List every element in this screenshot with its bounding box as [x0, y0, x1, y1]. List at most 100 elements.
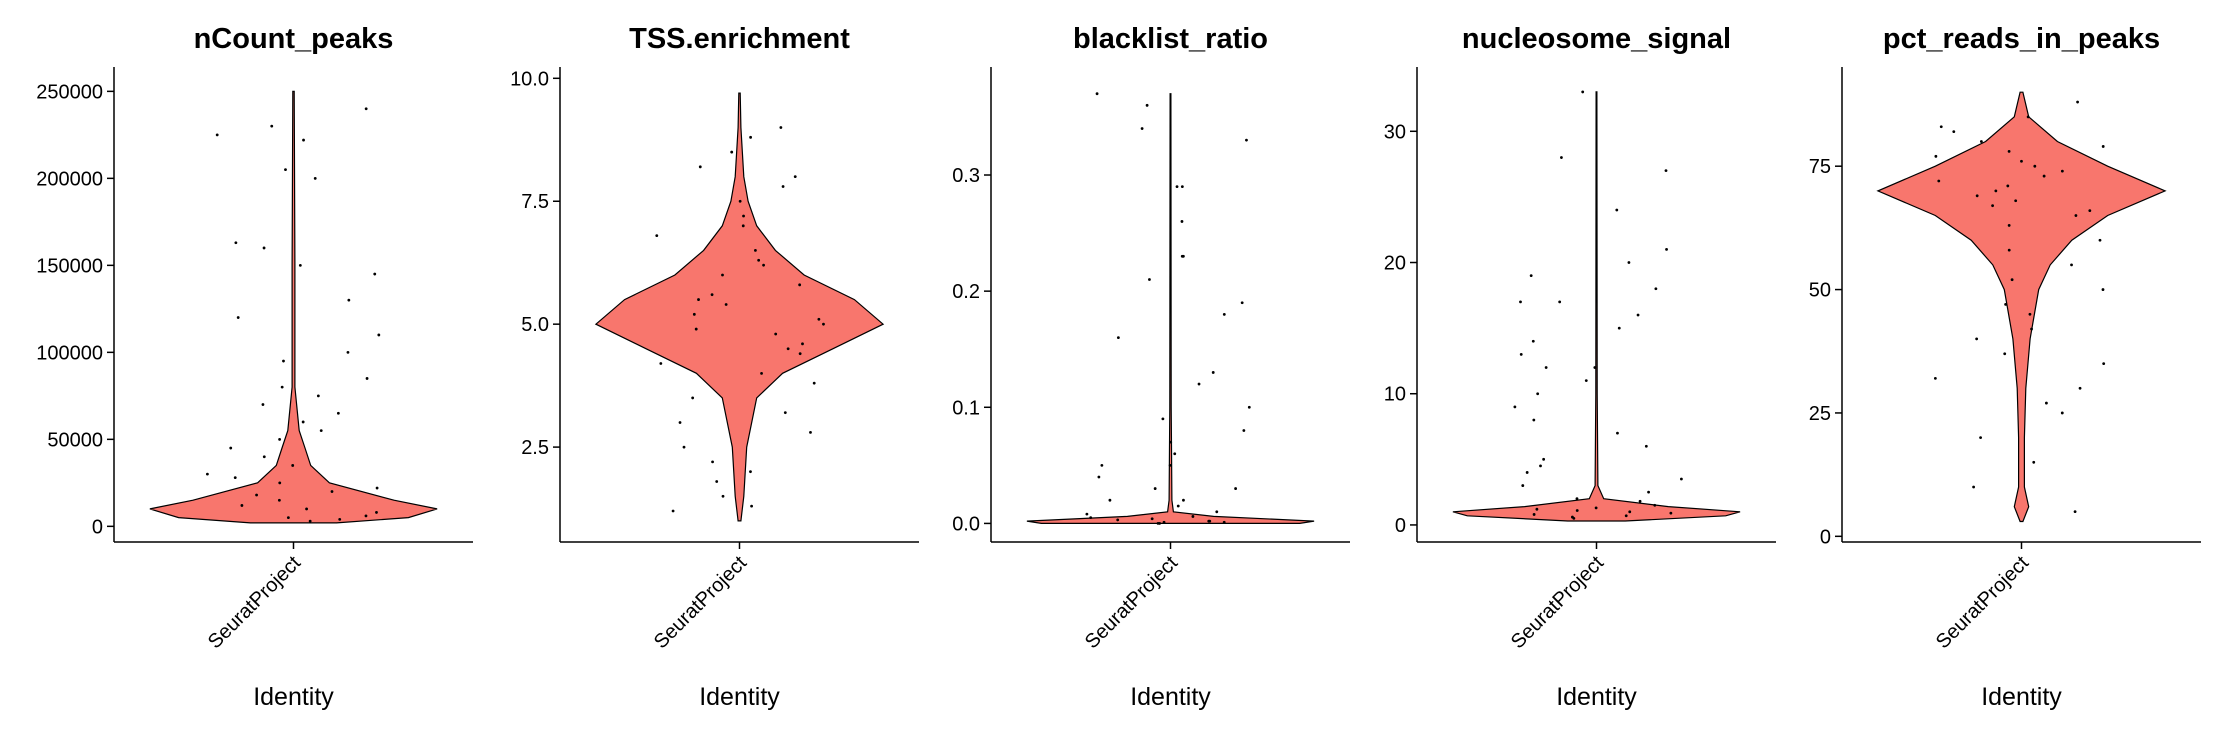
y-tick-label: 150000 [36, 255, 103, 277]
point [375, 511, 378, 514]
point [1156, 522, 1160, 525]
point [1994, 189, 1998, 193]
violin [1452, 91, 1741, 522]
point [1222, 520, 1226, 524]
point [364, 514, 368, 518]
violin [1026, 93, 1315, 524]
point [1097, 475, 1101, 479]
point [280, 385, 284, 389]
point [1539, 464, 1542, 468]
x-tick-label: SeuratProject [650, 552, 752, 654]
point [316, 394, 320, 398]
point [375, 486, 379, 490]
point [1215, 510, 1219, 514]
point [1664, 169, 1668, 173]
point [779, 126, 783, 129]
panel-title: nCount_peaks [194, 23, 394, 55]
point [1647, 490, 1650, 494]
point [1584, 379, 1588, 383]
point [671, 509, 675, 513]
point [1116, 518, 1120, 522]
point [2088, 209, 2092, 213]
y-tick-label: 0.3 [952, 165, 980, 187]
point [1972, 485, 1976, 489]
point [1529, 274, 1533, 278]
point [364, 107, 368, 111]
point [655, 234, 659, 238]
point [762, 263, 765, 267]
x-tick-label: SeuratProject [204, 552, 306, 654]
point [261, 403, 265, 406]
point [1140, 127, 1144, 130]
point [741, 224, 745, 228]
point [1180, 185, 1184, 189]
point [1175, 185, 1179, 189]
y-tick-label: 250000 [36, 81, 103, 103]
point [1628, 510, 1632, 514]
point [2101, 288, 2105, 291]
point [1108, 498, 1112, 502]
point [678, 421, 682, 424]
y-tick-label: 25 [1809, 403, 1831, 425]
point [1525, 471, 1529, 474]
point [2076, 100, 2079, 104]
point [1638, 499, 1642, 503]
point [233, 476, 237, 480]
point [2101, 145, 2105, 148]
y-tick-label: 50 [1809, 280, 1831, 302]
point [1933, 377, 1937, 380]
point [2020, 159, 2023, 163]
point [698, 165, 702, 169]
point [284, 168, 287, 172]
y-tick-label: 0.1 [952, 397, 980, 419]
point [812, 381, 816, 385]
point [798, 352, 802, 356]
point [1644, 444, 1648, 448]
violin [594, 92, 885, 522]
panel: TSS.enrichment 2.5 5.0 7.5 10.0 SeuratProject… [510, 23, 919, 711]
point [760, 371, 763, 375]
point [240, 504, 244, 507]
x-tick-label: SeuratProject [1932, 552, 2034, 654]
point [1934, 154, 1938, 158]
point [692, 312, 696, 316]
point [302, 138, 305, 142]
point [2060, 411, 2064, 415]
point [1615, 208, 1619, 212]
point [2014, 199, 2018, 203]
point [1197, 382, 1201, 386]
point [783, 411, 787, 415]
y-tick-label: 5.0 [521, 314, 549, 336]
point [781, 185, 785, 188]
y-tick-label: 200000 [36, 168, 103, 190]
point [1095, 92, 1099, 96]
point [1594, 506, 1598, 510]
y-tick-label: 100000 [36, 342, 103, 364]
y-tick-label: 20 [1384, 253, 1406, 275]
point [817, 317, 821, 321]
panel: blacklist_ratio 0.0 0.1 0.2 0.3 SeuratProject… [952, 23, 1350, 711]
point [298, 263, 302, 267]
point [1245, 138, 1248, 142]
point [2007, 248, 2011, 252]
point [1536, 392, 1540, 396]
point [1679, 477, 1683, 481]
point [1153, 487, 1157, 490]
violin [149, 90, 438, 524]
point [286, 516, 290, 520]
point [1939, 125, 1943, 129]
point [282, 359, 285, 363]
point [682, 445, 686, 449]
y-tick-label: 10 [1384, 384, 1406, 406]
point [798, 283, 802, 287]
point [338, 517, 342, 521]
point [1542, 457, 1546, 461]
point [1162, 520, 1166, 524]
point [1575, 497, 1579, 501]
point [1975, 194, 1979, 198]
point [1161, 417, 1165, 421]
point [738, 199, 742, 203]
point [270, 124, 274, 128]
point [1116, 336, 1120, 339]
point [1168, 463, 1172, 467]
